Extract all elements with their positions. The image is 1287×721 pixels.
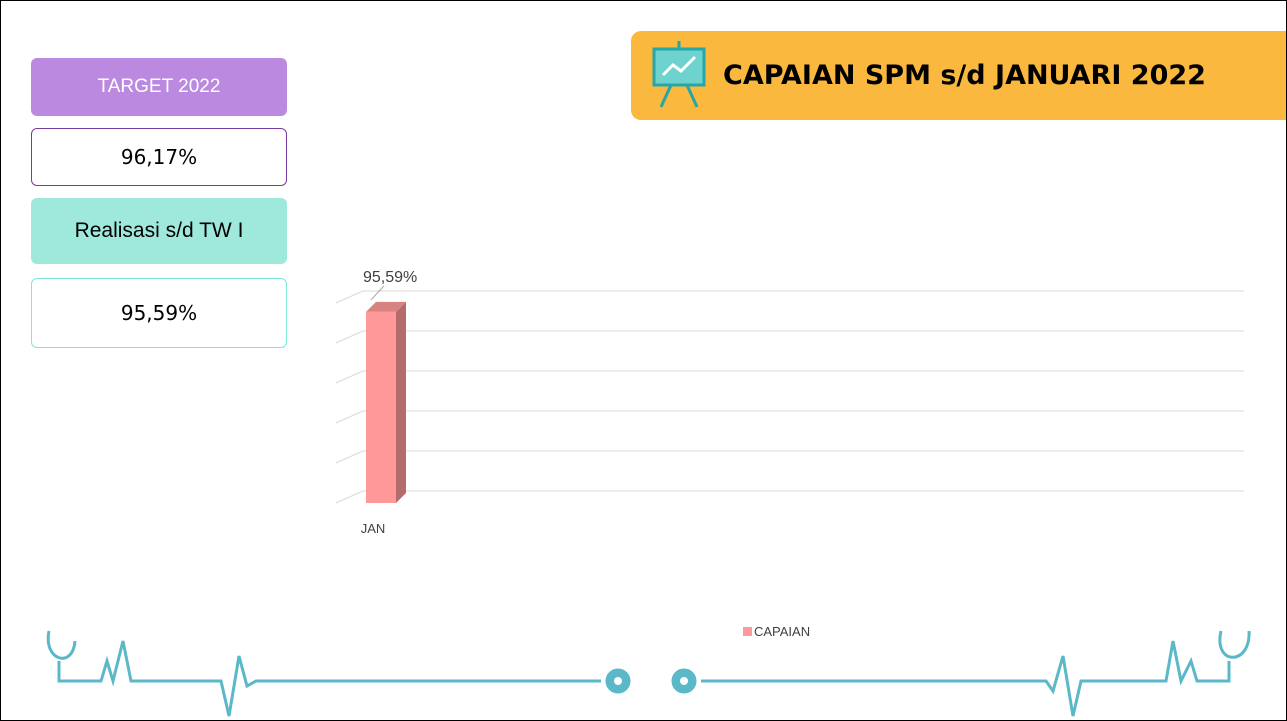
leader-line [371, 286, 384, 300]
decoration [48, 631, 1249, 716]
grid-line [336, 331, 363, 343]
x-tick-label: JAN [361, 521, 386, 536]
slide: TARGET 2022 96,17% Realisasi s/d TW I 95… [0, 0, 1287, 721]
legend-swatch [743, 627, 752, 636]
legend-label: CAPAIAN [754, 624, 810, 639]
grid-line [336, 491, 363, 503]
grid-line [336, 291, 363, 303]
bar-side [396, 302, 406, 503]
bar [366, 312, 396, 503]
grid-line [336, 411, 363, 423]
grid-line [336, 451, 363, 463]
chart: JAN 95,59% CAPAIAN [1, 1, 1286, 720]
value-label: 95,59% [363, 269, 417, 286]
grid-line [336, 371, 363, 383]
